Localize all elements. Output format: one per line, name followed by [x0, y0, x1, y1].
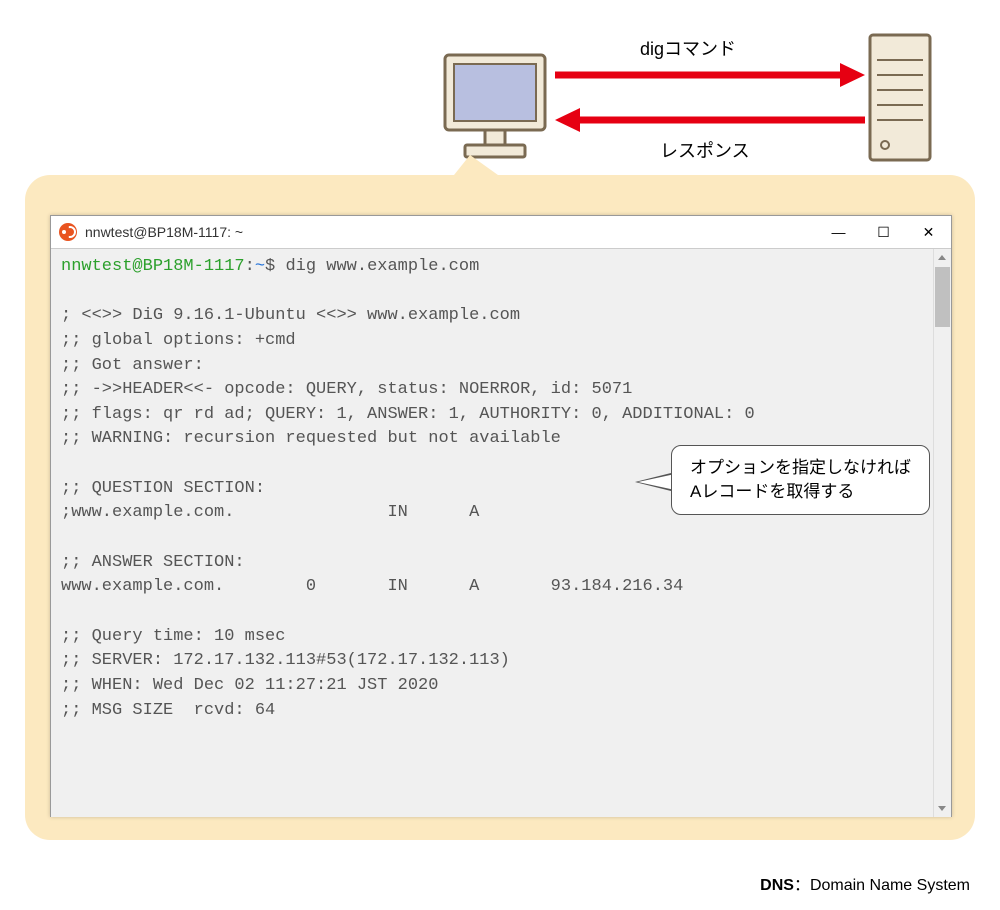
prompt-path: ~ [255, 257, 265, 276]
terminal-body: nnwtest@BP18M-1117:~$ dig www.example.co… [51, 249, 951, 817]
server-icon [865, 30, 945, 170]
footer-definition: DNS：Domain Name System [760, 871, 970, 895]
scroll-thumb[interactable] [935, 267, 950, 327]
response-label: レスポンス [660, 137, 750, 163]
maximize-button[interactable]: ☐ [861, 216, 906, 248]
request-label: digコマンド [640, 35, 736, 61]
prompt-user: nnwtest@BP18M-1117 [61, 257, 245, 276]
window-controls: — ☐ ✕ [816, 216, 951, 248]
response-arrow-icon [555, 105, 865, 135]
minimize-button[interactable]: — [816, 216, 861, 248]
annotation-pointer [635, 472, 675, 492]
window-title: nnwtest@BP18M-1117: ~ [85, 224, 243, 240]
scroll-up-icon[interactable] [938, 255, 946, 260]
annotation-line2: Aレコードを取得する [690, 480, 911, 504]
scrollbar[interactable] [933, 249, 951, 817]
command-text: dig www.example.com [285, 257, 479, 276]
footer-expansion: ：Domain Name System [794, 877, 970, 894]
request-arrow-icon [555, 60, 865, 90]
client-computer-icon [440, 50, 550, 165]
titlebar: nnwtest@BP18M-1117: ~ — ☐ ✕ [51, 216, 951, 249]
terminal-window: nnwtest@BP18M-1117: ~ — ☐ ✕ nnwtest@BP18… [50, 215, 952, 817]
annotation-line1: オプションを指定しなければ [690, 456, 911, 480]
close-button[interactable]: ✕ [906, 216, 951, 248]
prompt-line: nnwtest@BP18M-1117:~$ dig www.example.co… [61, 255, 941, 280]
ubuntu-logo-icon [59, 223, 77, 241]
scroll-down-icon[interactable] [938, 806, 946, 811]
annotation-bubble: オプションを指定しなければ Aレコードを取得する [671, 445, 930, 515]
footer-term: DNS [760, 877, 794, 894]
